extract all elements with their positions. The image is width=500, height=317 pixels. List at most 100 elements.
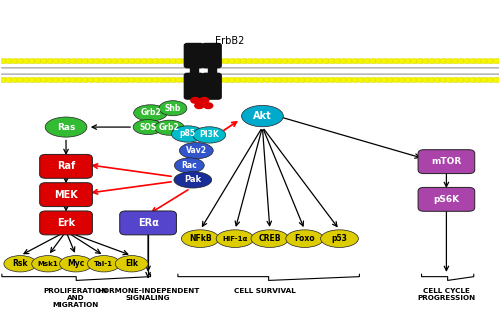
Circle shape <box>116 77 125 83</box>
FancyBboxPatch shape <box>418 187 474 211</box>
Text: Rac: Rac <box>182 161 197 170</box>
Circle shape <box>64 77 72 83</box>
Text: Foxo: Foxo <box>294 234 315 243</box>
Text: Rsk: Rsk <box>12 259 28 268</box>
Circle shape <box>22 77 31 83</box>
Circle shape <box>17 77 25 83</box>
Ellipse shape <box>159 101 187 116</box>
FancyBboxPatch shape <box>40 183 92 207</box>
Circle shape <box>381 58 390 64</box>
Circle shape <box>440 58 448 64</box>
Circle shape <box>346 77 354 83</box>
Ellipse shape <box>320 230 358 248</box>
Circle shape <box>398 58 407 64</box>
Circle shape <box>316 77 324 83</box>
Circle shape <box>181 77 190 83</box>
Circle shape <box>82 77 90 83</box>
Circle shape <box>128 58 137 64</box>
Circle shape <box>122 58 131 64</box>
Circle shape <box>434 77 442 83</box>
Circle shape <box>457 58 466 64</box>
Circle shape <box>158 77 166 83</box>
Circle shape <box>17 58 25 64</box>
Circle shape <box>369 77 378 83</box>
Text: HIF-1α: HIF-1α <box>222 236 248 242</box>
Circle shape <box>404 58 413 64</box>
Ellipse shape <box>60 256 92 272</box>
Circle shape <box>110 77 119 83</box>
Circle shape <box>246 58 254 64</box>
Circle shape <box>140 77 148 83</box>
Circle shape <box>375 77 384 83</box>
Circle shape <box>5 58 14 64</box>
Circle shape <box>258 77 266 83</box>
FancyBboxPatch shape <box>40 154 92 178</box>
Ellipse shape <box>4 256 36 272</box>
Circle shape <box>40 77 48 83</box>
Circle shape <box>193 58 202 64</box>
Circle shape <box>105 77 114 83</box>
Circle shape <box>346 58 354 64</box>
Ellipse shape <box>172 126 204 142</box>
Circle shape <box>452 77 460 83</box>
Circle shape <box>34 77 43 83</box>
Ellipse shape <box>193 127 226 143</box>
Circle shape <box>270 77 278 83</box>
Circle shape <box>252 58 260 64</box>
FancyBboxPatch shape <box>40 211 92 235</box>
Text: ErbB2: ErbB2 <box>215 36 244 46</box>
Circle shape <box>340 58 348 64</box>
Circle shape <box>358 77 366 83</box>
Circle shape <box>258 58 266 64</box>
Ellipse shape <box>216 230 254 248</box>
Circle shape <box>404 77 413 83</box>
Circle shape <box>195 103 204 108</box>
Circle shape <box>187 77 196 83</box>
Circle shape <box>76 77 84 83</box>
Text: Ras: Ras <box>57 123 75 132</box>
Circle shape <box>475 58 483 64</box>
Bar <box>190 65 198 75</box>
Circle shape <box>352 77 360 83</box>
Text: CREB: CREB <box>258 234 281 243</box>
Circle shape <box>469 77 478 83</box>
Text: PI3K: PI3K <box>200 130 219 139</box>
Circle shape <box>222 58 230 64</box>
Circle shape <box>281 77 289 83</box>
Text: CELL SURVIVAL: CELL SURVIVAL <box>234 288 296 294</box>
Circle shape <box>199 58 207 64</box>
Text: SOS: SOS <box>140 123 156 132</box>
Circle shape <box>46 58 54 64</box>
Circle shape <box>316 58 324 64</box>
Circle shape <box>70 58 78 64</box>
Circle shape <box>93 58 102 64</box>
Circle shape <box>428 58 436 64</box>
Circle shape <box>298 77 307 83</box>
Circle shape <box>210 58 219 64</box>
Circle shape <box>76 58 84 64</box>
Circle shape <box>328 77 336 83</box>
Text: Raf: Raf <box>57 161 75 171</box>
Circle shape <box>486 77 495 83</box>
Circle shape <box>392 77 401 83</box>
Circle shape <box>64 58 72 64</box>
Text: Vav2: Vav2 <box>186 146 207 155</box>
Circle shape <box>463 58 471 64</box>
Ellipse shape <box>88 256 120 272</box>
Circle shape <box>434 58 442 64</box>
Circle shape <box>87 58 96 64</box>
Circle shape <box>93 77 102 83</box>
Ellipse shape <box>133 120 163 135</box>
Circle shape <box>228 58 236 64</box>
Circle shape <box>322 58 330 64</box>
Circle shape <box>363 58 372 64</box>
Circle shape <box>304 77 313 83</box>
Circle shape <box>287 58 296 64</box>
Circle shape <box>99 58 108 64</box>
Circle shape <box>428 77 436 83</box>
Circle shape <box>164 58 172 64</box>
Text: p53: p53 <box>332 234 347 243</box>
Circle shape <box>328 58 336 64</box>
Circle shape <box>170 77 178 83</box>
Circle shape <box>5 77 14 83</box>
